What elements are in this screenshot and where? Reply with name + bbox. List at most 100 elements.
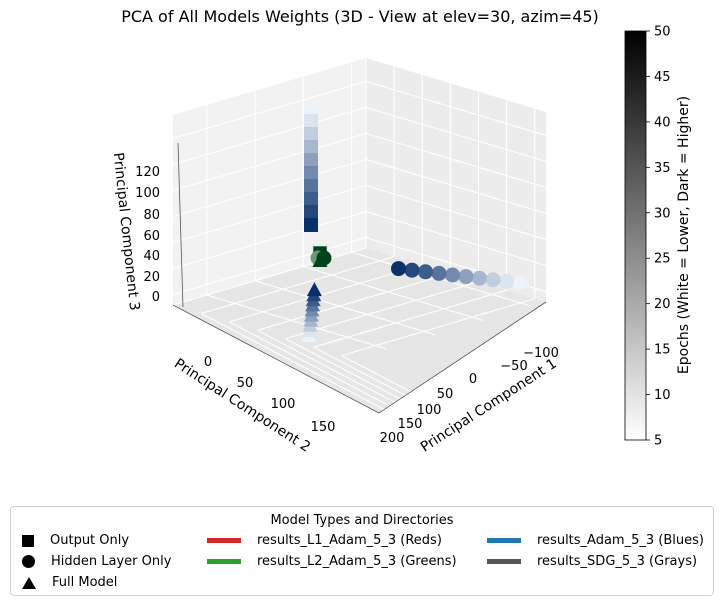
legend-title: Model Types and Directories xyxy=(270,513,454,528)
legend-label: results_L1_Adam_5_3 (Reds) xyxy=(257,533,442,548)
z-tick-label: 120 xyxy=(135,165,160,180)
x-tick-label: 0 xyxy=(469,372,477,387)
z-gridline xyxy=(365,158,547,215)
x-tick-label: 150 xyxy=(398,417,423,432)
blue-circle-point xyxy=(485,272,501,288)
legend-label: results_SDG_5_3 (Grays) xyxy=(537,554,698,569)
legend-item-adam-blues: results_Adam_5_3 (Blues) xyxy=(487,532,704,550)
x-gridline xyxy=(313,346,520,456)
blue-circle-point xyxy=(445,267,460,283)
z-gridline xyxy=(172,211,367,270)
z-tick-label: 20 xyxy=(143,270,160,285)
axes-gridlines xyxy=(172,58,549,465)
x-tick-label: −100 xyxy=(523,346,559,361)
green-line-swatch xyxy=(207,559,241,564)
legend-item-l1-reds: results_L1_Adam_5_3 (Reds) xyxy=(207,532,442,550)
blue-circle-point xyxy=(404,262,420,278)
data-points xyxy=(301,101,528,342)
colorbar-tick-label: 40 xyxy=(654,115,671,130)
x-gridline xyxy=(257,329,464,439)
y-tick-label: 0 xyxy=(204,355,212,370)
colorbar-tick-label: 30 xyxy=(654,206,671,221)
z-axis-line xyxy=(177,142,184,308)
blue-triangle-point xyxy=(306,282,322,297)
y-tick-label: 100 xyxy=(271,397,296,412)
z-gridline xyxy=(365,106,547,162)
z-gridline xyxy=(365,80,547,136)
y-tick-label: 50 xyxy=(237,376,254,391)
circle-marker-icon xyxy=(22,555,35,568)
y-gridline xyxy=(303,265,484,322)
colorbar-ticks: 5 10 15 20 25 30 35 40 45 50 xyxy=(646,25,671,449)
blue-square-point xyxy=(304,153,318,167)
axes-tick-labels: 200150100500−50−100050100150020406080100… xyxy=(135,165,559,446)
colorbar-tick-label: 50 xyxy=(654,25,671,40)
blue-circle-point xyxy=(391,261,406,277)
blue-circle-point xyxy=(418,264,433,280)
legend-item-output-only: Output Only xyxy=(11,532,129,550)
x-gridline xyxy=(172,247,367,306)
colorbar-tick-label: 15 xyxy=(654,343,671,358)
z-tick-label: 60 xyxy=(143,229,160,244)
blue-circle-point xyxy=(499,273,514,289)
x-gridline xyxy=(313,289,507,348)
colorbar-label: Epochs (White = Lower, Dark = Higher) xyxy=(676,96,692,374)
square-marker-icon xyxy=(22,534,34,547)
legend-item-full-model: Full Model xyxy=(11,574,117,592)
z-gridline xyxy=(365,211,547,267)
legend: Model Types and Directories Output Only … xyxy=(10,506,714,596)
x-gridline xyxy=(341,355,549,465)
legend-item-hidden-layer-only: Hidden Layer Only xyxy=(11,553,171,571)
z-gridline xyxy=(172,237,367,296)
y-gridline xyxy=(254,280,436,336)
x-gridline xyxy=(200,312,408,422)
x-gridline xyxy=(257,272,451,331)
z-gridline xyxy=(172,158,367,218)
colorbar-tick-label: 45 xyxy=(654,70,671,85)
blue-square-point xyxy=(304,179,318,193)
legend-label: Full Model xyxy=(52,575,118,590)
triangle-marker-icon xyxy=(22,576,36,589)
chart-title: PCA of All Models Weights (3D - View at … xyxy=(121,7,599,26)
legend-label: results_Adam_5_3 (Blues) xyxy=(537,533,704,548)
gray-line-swatch xyxy=(487,559,521,564)
x-gridline xyxy=(228,321,436,431)
legend-item-sdg-grays: results_SDG_5_3 (Grays) xyxy=(487,553,697,571)
z-gridline xyxy=(172,132,367,192)
blue-square-point xyxy=(304,114,318,128)
x-tick-label: −50 xyxy=(500,359,527,374)
blue-square-point xyxy=(304,205,318,219)
blue-line-swatch xyxy=(487,538,521,543)
z-tick-label: 0 xyxy=(152,290,160,305)
axes-panes xyxy=(173,58,546,413)
x-gridline xyxy=(200,255,395,314)
z-gridline xyxy=(172,80,367,139)
y-tick-label: 150 xyxy=(311,420,336,435)
x-gridline xyxy=(229,264,423,323)
legend-label: Hidden Layer Only xyxy=(51,554,172,569)
z-tick-label: 40 xyxy=(143,249,160,264)
y-axis-line xyxy=(172,304,380,414)
legend-item-l2-greens: results_L2_Adam_5_3 (Greens) xyxy=(207,553,457,571)
z-gridline xyxy=(365,132,547,189)
blue-circle-point xyxy=(458,269,474,285)
blue-square-point xyxy=(304,166,318,180)
blue-circle-point xyxy=(431,265,447,281)
colorbar-tick-label: 20 xyxy=(654,297,671,312)
blue-square-point xyxy=(304,127,318,141)
blue-circle-point xyxy=(472,270,487,286)
green-triangle-point xyxy=(312,253,328,267)
x-tick-label: 50 xyxy=(437,387,454,402)
red-line-swatch xyxy=(207,538,241,543)
blue-square-point xyxy=(304,192,318,206)
axes-lines xyxy=(172,142,547,414)
blue-square-point xyxy=(304,218,318,232)
blue-square-point xyxy=(304,101,318,115)
x-gridline xyxy=(341,298,535,357)
colorbar xyxy=(624,30,647,441)
back-wall-pane xyxy=(366,58,546,302)
z-gridline xyxy=(172,106,367,165)
z-gridline xyxy=(365,185,547,241)
colorbar-tick-label: 10 xyxy=(654,388,671,403)
